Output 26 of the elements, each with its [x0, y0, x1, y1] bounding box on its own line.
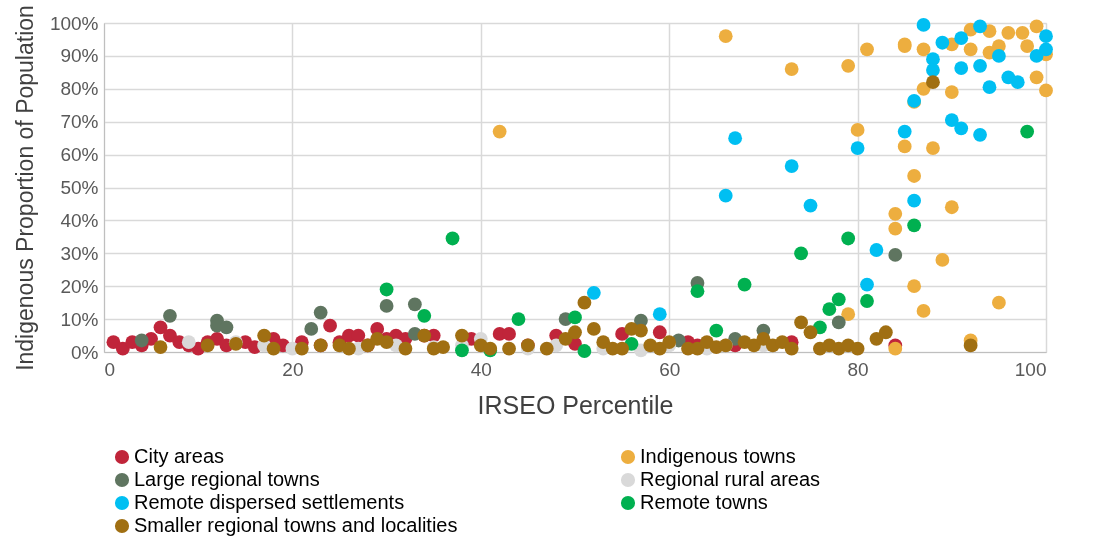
y-tick-label: 100%	[49, 12, 99, 34]
x-axis-title: IRSEO Percentile	[477, 390, 674, 419]
y-tick-label: 30%	[60, 242, 99, 264]
x-tick-label: 60	[659, 358, 681, 380]
legend-label: Remote dispersed settlements	[134, 491, 405, 513]
y-tick-label: 50%	[60, 177, 99, 198]
x-tick-label: 0	[104, 358, 116, 380]
x-tick-label: 40	[470, 358, 492, 380]
y-tick-label: 70%	[60, 111, 99, 133]
x-tick-label: 100	[1014, 358, 1047, 380]
x-tick-label: 80	[847, 358, 869, 380]
y-tick-label: 0%	[71, 341, 99, 363]
y-tick-label: 60%	[60, 144, 99, 166]
legend-label: Remote towns	[640, 491, 768, 513]
legend-label: Regional rural areas	[640, 468, 821, 490]
legend-label: Large regional towns	[134, 468, 320, 490]
y-tick-label: 40%	[60, 209, 99, 231]
legend-label: Indigenous towns	[640, 445, 796, 467]
y-tick-label: 20%	[60, 275, 99, 297]
legend-label: City areas	[134, 445, 225, 467]
legend-label: Smaller regional towns and localities	[134, 514, 458, 536]
y-axis-title: Indigenous Proportion of Population	[11, 5, 38, 371]
x-tick-label: 20	[282, 358, 304, 380]
y-tick-label: 10%	[60, 308, 99, 330]
y-tick-label: 90%	[60, 45, 99, 67]
y-tick-label: 80%	[60, 78, 99, 100]
